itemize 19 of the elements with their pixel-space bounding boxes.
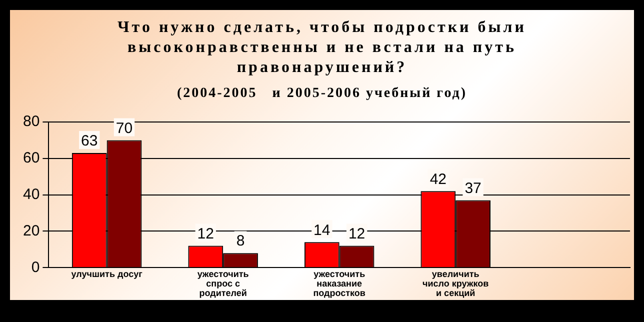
chart-title: Что нужно сделать, чтобы подростки были высоконравственны и не встали на путь правонарушений?: [116, 18, 528, 78]
y-tick-label: 80: [22, 113, 40, 130]
x-tick-label: ужесточить спрос с родителей: [197, 268, 250, 298]
chart-subtitle: (2004-2005 и 2005-2006 учебный год): [176, 86, 468, 102]
y-tick-label: 60: [22, 150, 40, 167]
x-tick-label: увеличить число кружков и секций: [422, 268, 490, 298]
data-label: 8: [236, 232, 245, 250]
data-label: 12: [197, 225, 214, 242]
y-tick-label: 20: [22, 222, 40, 240]
x-tick-label: улучшить досуг: [71, 268, 143, 279]
data-label: 14: [314, 222, 330, 239]
data-label: 37: [464, 180, 482, 197]
y-tick-label: 0: [31, 258, 40, 276]
x-tick-label: ужесточить наказание подростков: [313, 268, 366, 298]
data-label: 63: [81, 132, 98, 150]
data-label: 12: [348, 225, 366, 242]
y-tick-label: 40: [22, 186, 40, 203]
data-label: 42: [430, 170, 447, 188]
data-label: 70: [116, 120, 133, 137]
